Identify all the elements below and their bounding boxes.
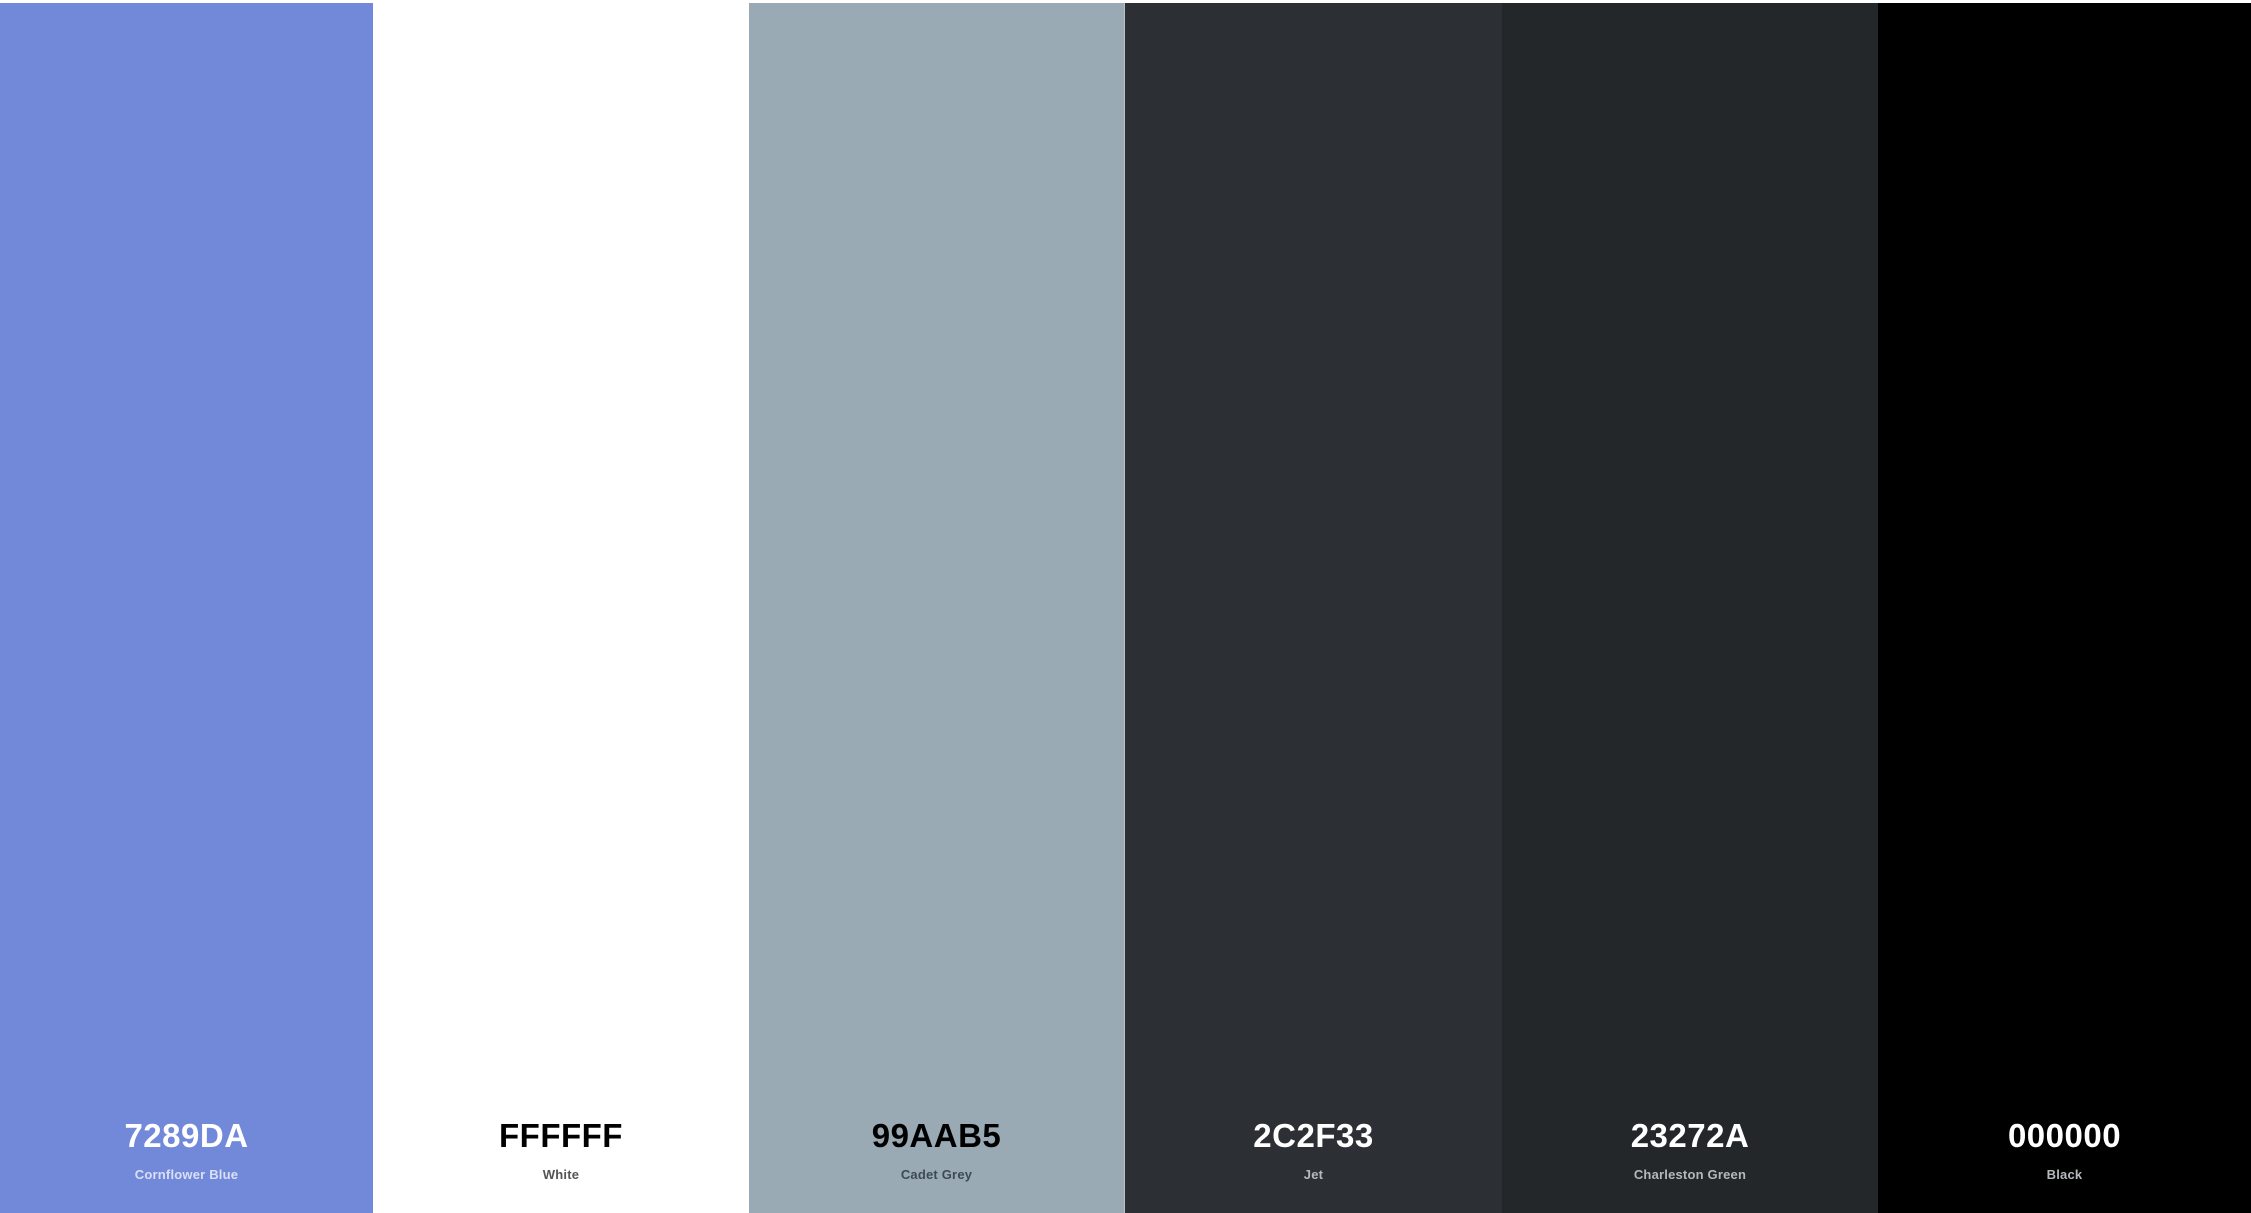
color-name: Cadet Grey [900, 1167, 973, 1182]
color-palette: 7289DA Cornflower Blue FFFFFF White 99AA… [0, 3, 2251, 1213]
color-swatch-jet[interactable]: 2C2F33 Jet [1125, 3, 1502, 1213]
swatch-info: 2C2F33 Jet [1125, 1119, 1502, 1181]
hex-code: 23272A [1630, 1117, 1750, 1154]
swatch-info: FFFFFF White [373, 1119, 749, 1181]
color-swatch-black[interactable]: 000000 Black [1878, 3, 2251, 1213]
color-swatch-cadet-grey[interactable]: 99AAB5 Cadet Grey [749, 3, 1125, 1213]
color-swatch-cornflower-blue[interactable]: 7289DA Cornflower Blue [0, 3, 373, 1213]
swatch-info: 000000 Black [1878, 1119, 2251, 1181]
color-name: Jet [1303, 1167, 1324, 1182]
color-name: White [542, 1167, 580, 1182]
swatch-info: 7289DA Cornflower Blue [0, 1119, 373, 1181]
hex-code: 2C2F33 [1253, 1117, 1374, 1154]
color-name: Cornflower Blue [134, 1167, 239, 1182]
color-name: Black [2046, 1167, 2083, 1182]
hex-code: 7289DA [124, 1117, 249, 1154]
hex-code: FFFFFF [499, 1117, 623, 1154]
swatch-info: 23272A Charleston Green [1502, 1119, 1878, 1181]
color-swatch-charleston-green[interactable]: 23272A Charleston Green [1502, 3, 1878, 1213]
hex-code: 99AAB5 [871, 1117, 1002, 1154]
swatch-info: 99AAB5 Cadet Grey [749, 1119, 1124, 1181]
hex-code: 000000 [2007, 1117, 2122, 1154]
color-swatch-white[interactable]: FFFFFF White [373, 3, 749, 1213]
color-name: Charleston Green [1633, 1167, 1747, 1182]
